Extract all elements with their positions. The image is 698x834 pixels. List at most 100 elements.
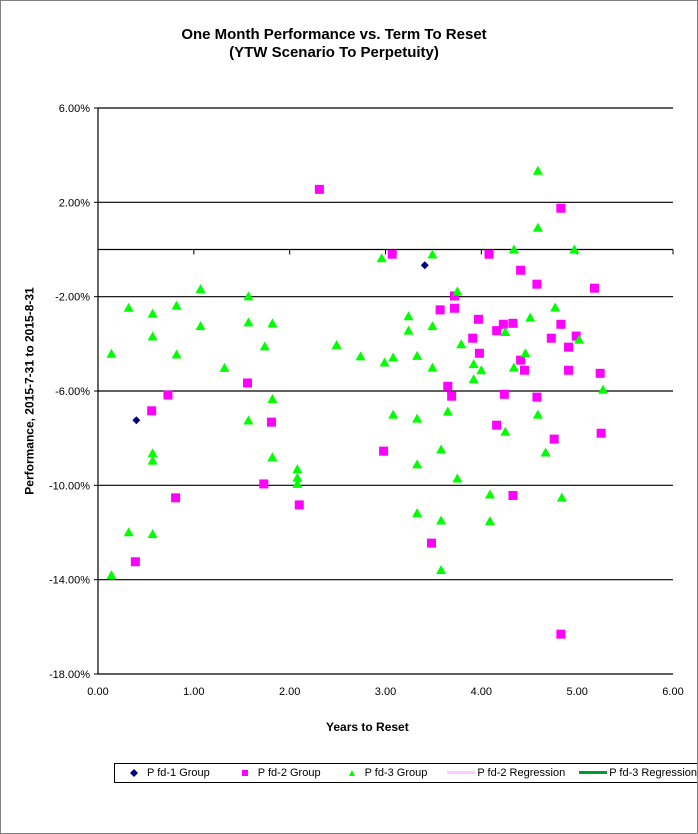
pfd1-point xyxy=(132,416,141,425)
y-tick-label: -2.00% xyxy=(55,292,90,304)
pfd2-point xyxy=(171,493,181,503)
chart-subtitle: (YTW Scenario To Perpetuity) xyxy=(229,44,439,61)
line-marker-icon xyxy=(447,771,476,774)
legend-item-pfd3-regression: P fd-3 Regression xyxy=(579,767,697,779)
pfd2-point xyxy=(532,392,542,402)
pfd3-point xyxy=(243,415,254,425)
pfd3-point xyxy=(171,300,182,310)
pfd3-point xyxy=(123,527,134,537)
pfd3-point xyxy=(147,529,158,539)
pfd3-point xyxy=(436,444,447,454)
pfd3-point xyxy=(412,413,423,423)
x-tick-label: 0.00 xyxy=(87,686,108,698)
x-tick-label: 4.00 xyxy=(471,686,492,698)
pfd2-point xyxy=(259,479,269,489)
pfd2-point xyxy=(556,203,566,213)
legend-item-pfd1: P fd-1 Group xyxy=(129,767,210,779)
pfd2-point xyxy=(435,305,445,315)
pfd2-point xyxy=(266,417,276,427)
pfd3-point xyxy=(508,244,519,254)
pfd3-point xyxy=(147,308,158,318)
pfd2-point xyxy=(508,490,518,500)
x-tick-label: 5.00 xyxy=(566,686,587,698)
pfd2-point xyxy=(564,342,574,352)
pfd3-point xyxy=(106,570,117,580)
legend-item-pfd2: P fd-2 Group xyxy=(240,767,321,779)
pfd3-point xyxy=(484,516,495,526)
pfd2-point xyxy=(427,538,436,548)
x-tick-label: 3.00 xyxy=(375,686,396,698)
pfd2-point xyxy=(532,279,542,289)
pfd2-point xyxy=(294,500,304,510)
pfd3-point xyxy=(468,359,479,369)
pfd2-point xyxy=(556,319,566,329)
pfd3-point xyxy=(195,284,206,294)
pfd3-point xyxy=(388,352,399,362)
y-tick-label: -6.00% xyxy=(55,386,90,398)
pfd2-point xyxy=(508,318,518,328)
legend-item-pfd2-regression: P fd-2 Regression xyxy=(447,767,565,779)
pfd2-point xyxy=(450,291,459,301)
pfd2-point xyxy=(468,333,478,343)
pfd2-point xyxy=(163,390,173,400)
pfd2-point xyxy=(379,446,389,456)
pfd3-point xyxy=(452,286,463,296)
pfd3-point xyxy=(452,473,463,483)
y-axis-label: Performance, 2015-7-31 to 2015-8-31 xyxy=(22,287,37,495)
pfd2-point xyxy=(595,368,605,378)
pfd3-point xyxy=(436,564,447,574)
pfd3-point xyxy=(427,249,438,259)
pfd3-point xyxy=(468,374,479,384)
triangle-marker-icon xyxy=(348,770,355,776)
x-tick-label: 6.00 xyxy=(662,686,683,698)
pfd2-point xyxy=(243,378,252,388)
pfd3-point xyxy=(195,321,206,331)
pfd2-point xyxy=(564,365,574,375)
x-tick-label: 2.00 xyxy=(279,686,300,698)
pfd2-point xyxy=(549,434,559,444)
pfd3-point xyxy=(243,317,254,327)
pfd2-point xyxy=(314,184,324,194)
y-tick-label: 2.00% xyxy=(59,197,90,209)
pfd3-point xyxy=(171,349,182,359)
chart-title: One Month Performance vs. Term To Reset xyxy=(181,26,487,43)
pfd2-point xyxy=(474,348,484,358)
pfd2-point xyxy=(492,326,502,336)
pfd2-point xyxy=(516,355,526,365)
y-tick-label: -14.00% xyxy=(49,575,90,587)
pfd3-point xyxy=(442,406,453,416)
pfd2-point xyxy=(556,629,566,639)
legend-label: P fd-2 Regression xyxy=(477,767,566,779)
pfd3-point xyxy=(525,312,536,322)
pfd3-point xyxy=(508,362,519,372)
pfd2-point xyxy=(492,420,502,430)
pfd2-point xyxy=(147,406,157,416)
pfd3-point xyxy=(427,321,438,331)
y-tick-label: 6.00% xyxy=(59,103,90,115)
pfd3-point xyxy=(532,409,543,419)
pfd2-point xyxy=(473,314,483,324)
pfd3-point xyxy=(292,464,303,474)
y-tick-label: -18.00% xyxy=(49,669,90,681)
pfd3-point xyxy=(403,311,414,321)
pfd3-point xyxy=(147,331,158,341)
pfd2-point xyxy=(571,331,581,341)
pfd3-point xyxy=(598,384,609,394)
pfd3-point xyxy=(243,291,254,301)
pfd3-point xyxy=(476,365,487,375)
pfd3-point xyxy=(388,409,399,419)
pfd3-point xyxy=(456,339,467,349)
pfd2-point xyxy=(499,389,509,399)
pfd3-point xyxy=(532,222,543,232)
y-tick-label: -10.00% xyxy=(49,480,90,492)
pfd3-point xyxy=(532,165,543,175)
pfd3-point xyxy=(520,348,531,358)
pfd2-point xyxy=(498,319,508,329)
pfd3-point xyxy=(147,455,158,465)
legend-label: P fd-3 Group xyxy=(364,767,428,779)
pfd3-point xyxy=(123,302,134,312)
legend: P fd-1 Group P fd-2 Group P fd-3 Group P… xyxy=(114,763,697,783)
pfd3-point xyxy=(540,447,551,457)
pfd3-point xyxy=(436,515,447,525)
